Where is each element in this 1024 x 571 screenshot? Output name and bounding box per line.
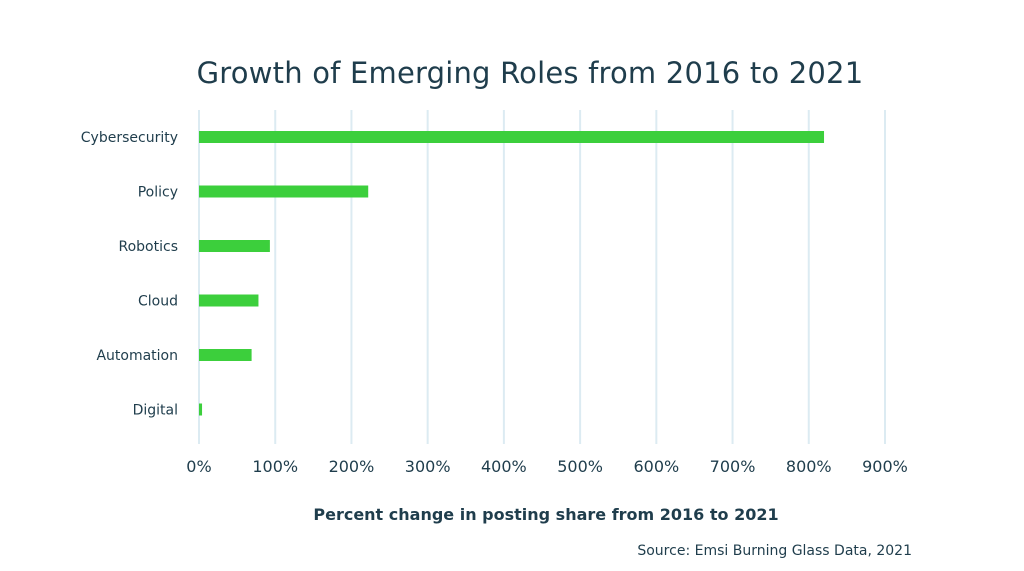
x-tick-label: 400% [481,457,527,476]
category-label: Digital [133,403,178,419]
x-tick-label: 600% [633,457,679,476]
x-tick-label: 300% [405,457,451,476]
x-tick-label: 100% [252,457,298,476]
x-tick-label: 500% [557,457,603,476]
category-label: Robotics [119,239,179,255]
grid-lines [198,110,886,444]
category-labels: Cybersecurity Policy Robotics Cloud Automati… [81,130,178,419]
bar-automation [199,349,252,361]
bar-digital [199,403,203,416]
bar-cloud [199,294,259,307]
x-tick-label: 800% [786,457,832,476]
chart-title: Growth of Emerging Roles from 2016 to 20… [196,56,864,90]
bar-policy [199,185,369,198]
bar-cybersecurity [199,131,825,143]
x-tick-label: 700% [710,457,756,476]
bar-robotics [199,240,270,252]
category-label: Automation [96,348,178,364]
source-note: Source: Emsi Burning Glass Data, 2021 [637,543,912,559]
x-tick-label: 900% [862,457,908,476]
x-tick-label: 0% [186,457,211,476]
category-label: Cloud [138,294,178,310]
category-label: Cybersecurity [81,130,178,146]
x-tick-labels: 0% 100% 200% 300% 400% 500% 600% 700% 800% 900% [186,457,908,476]
x-tick-label: 200% [329,457,375,476]
category-label: Policy [138,185,178,201]
bars [199,131,825,416]
x-axis-title: Percent change in posting share from 201… [313,505,779,524]
